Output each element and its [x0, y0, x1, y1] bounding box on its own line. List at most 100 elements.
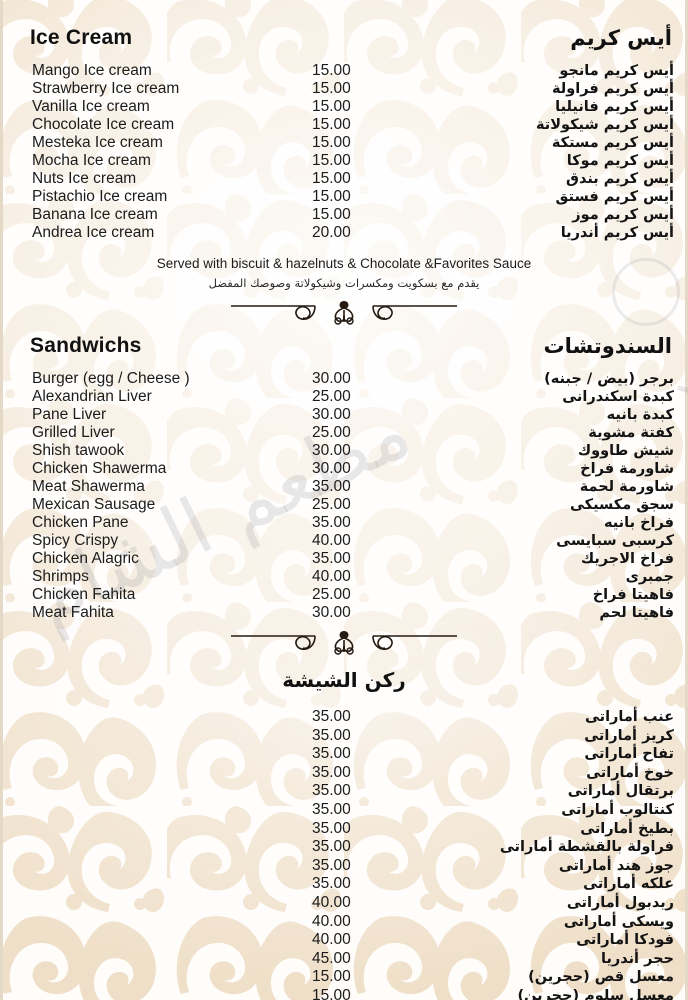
- sandwichs-title-en: Sandwichs: [30, 334, 142, 357]
- item-price: 40.00: [312, 912, 351, 930]
- item-name-ar: خوخ أماراتى: [586, 764, 674, 781]
- item-name-ar: فاهيتا فراخ: [592, 587, 674, 603]
- menu-item-row[interactable]: Chicken Fahita 25.00 فاهيتا فراخ: [0, 586, 688, 604]
- menu-item-row[interactable]: 35.00 كريز أماراتى: [0, 727, 688, 746]
- menu-item-row[interactable]: Burger (egg / Cheese ) 30.00 برجر (بيض /…: [0, 370, 688, 388]
- menu-item-row[interactable]: 35.00 برتقال أماراتى: [0, 782, 688, 801]
- item-name-ar: أيس كريم موز: [572, 207, 674, 223]
- item-price: 15.00: [312, 62, 351, 79]
- menu-item-row[interactable]: Chocolate Ice cream 15.00 أيس كريم شيكول…: [0, 116, 688, 134]
- sandwichs-items: Burger (egg / Cheese ) 30.00 برجر (بيض /…: [0, 370, 688, 622]
- shisha-items: 35.00 عنب أماراتى 35.00 كريز أماراتى 35.…: [0, 708, 688, 1000]
- item-name-en: Pistachio Ice cream: [32, 188, 168, 205]
- item-name-ar: كريز أماراتى: [584, 727, 674, 744]
- item-name-en: Banana Ice cream: [32, 206, 158, 223]
- item-price: 35.00: [312, 782, 351, 800]
- flourish-ornament-icon: [231, 631, 457, 655]
- menu-item-row[interactable]: 35.00 بطيخ أماراتى: [0, 820, 688, 839]
- item-name-ar: سجق مكسيكى: [569, 497, 674, 513]
- menu-item-row[interactable]: Vanilla Ice cream 15.00 أيس كريم فانيليا: [0, 98, 688, 116]
- item-name-ar: فراخ الاجريك: [580, 551, 674, 567]
- menu-item-row[interactable]: 35.00 تفاح أماراتى: [0, 745, 688, 764]
- item-name-ar: ويسكى أماراتى: [563, 913, 674, 930]
- item-name-en: Meat Fahita: [32, 604, 114, 621]
- item-price: 35.00: [312, 478, 351, 495]
- menu-item-row[interactable]: Pistachio Ice cream 15.00 أيس كريم فستق: [0, 188, 688, 206]
- menu-item-row[interactable]: 45.00 حجر أندريا: [0, 950, 688, 969]
- item-price: 40.00: [312, 532, 351, 549]
- menu-item-row[interactable]: 35.00 جوز هند أماراتى: [0, 857, 688, 876]
- item-name-ar: أيس كريم فانيليا: [555, 99, 674, 115]
- section-shisha: ركن الشيشة 35.00 عنب أماراتى 35.00 كريز …: [0, 656, 688, 1000]
- item-name-ar: فاهيتا لحم: [599, 605, 674, 621]
- menu-item-row[interactable]: Nuts Ice cream 15.00 أيس كريم بندق: [0, 170, 688, 188]
- item-name-en: Chicken Shawerma: [32, 460, 167, 477]
- item-price: 30.00: [312, 370, 351, 387]
- menu-item-row[interactable]: 40.00 ريدبول أماراتى: [0, 894, 688, 913]
- section-sandwichs: Sandwichs السندوتشات Burger (egg / Chees…: [0, 326, 688, 656]
- item-price: 25.00: [312, 388, 351, 405]
- item-price: 30.00: [312, 406, 351, 423]
- menu-item-row[interactable]: Alexandrian Liver 25.00 كبدة اسكندرانى: [0, 388, 688, 406]
- item-name-ar: أيس كريم فراولة: [551, 81, 674, 97]
- menu-item-row[interactable]: 35.00 عنب أماراتى: [0, 708, 688, 727]
- item-name-ar: كنتالوب أماراتى: [561, 801, 674, 818]
- menu-item-row[interactable]: 35.00 علكه أماراتى: [0, 875, 688, 894]
- menu-item-row[interactable]: Shish tawook 30.00 شيش طاووك: [0, 442, 688, 460]
- item-price: 35.00: [312, 745, 351, 763]
- item-name-en: Mesteka Ice cream: [32, 134, 163, 151]
- item-price: 35.00: [312, 819, 351, 837]
- item-name-ar: حجر أندريا: [601, 950, 674, 967]
- menu-item-row[interactable]: 35.00 فراولة بالقشطة أماراتى: [0, 838, 688, 857]
- menu-item-row[interactable]: Strawberry Ice cream 15.00 أيس كريم فراو…: [0, 80, 688, 98]
- item-name-ar: شاورمة فراخ: [580, 461, 674, 477]
- menu-item-row[interactable]: 40.00 ويسكى أماراتى: [0, 913, 688, 932]
- menu-item-row[interactable]: Spicy Crispy 40.00 كرسبى سبايسى: [0, 532, 688, 550]
- item-name-ar: فراولة بالقشطة أماراتى: [499, 839, 674, 856]
- ice-cream-title-en: Ice Cream: [30, 26, 133, 49]
- item-price: 15.00: [312, 170, 351, 187]
- item-name-en: Chicken Pane: [32, 514, 129, 531]
- menu-item-row[interactable]: 35.00 خوخ أماراتى: [0, 764, 688, 783]
- menu-item-row[interactable]: Mesteka Ice cream 15.00 أيس كريم مستكة: [0, 134, 688, 152]
- menu-item-row[interactable]: 15.00 معسل قص (حجرين): [0, 968, 688, 987]
- menu-item-row[interactable]: Pane Liver 30.00 كبدة بانيه: [0, 406, 688, 424]
- menu-item-row[interactable]: Meat Fahita 30.00 فاهيتا لحم: [0, 604, 688, 622]
- menu-item-row[interactable]: Chicken Alagric 35.00 فراخ الاجريك: [0, 550, 688, 568]
- menu-item-row[interactable]: 35.00 كنتالوب أماراتى: [0, 801, 688, 820]
- item-name-ar: فراخ بانيه: [603, 515, 674, 531]
- item-price: 35.00: [312, 763, 351, 781]
- item-name-en: Chocolate Ice cream: [32, 116, 175, 133]
- shisha-title-ar: ركن الشيشة: [282, 668, 406, 692]
- item-name-ar: أيس كريم بندق: [566, 171, 674, 187]
- item-name-en: Chicken Alagric: [32, 550, 139, 567]
- menu-item-row[interactable]: Grilled Liver 25.00 كفتة مشوية: [0, 424, 688, 442]
- item-price: 15.00: [312, 134, 351, 151]
- item-price: 15.00: [312, 206, 351, 223]
- item-price: 15.00: [312, 188, 351, 205]
- menu-item-row[interactable]: 15.00 معسل سلوم (حجرين): [0, 987, 688, 1000]
- menu-item-row[interactable]: Mocha Ice cream 15.00 أيس كريم موكا: [0, 152, 688, 170]
- flourish-ornament-icon: [231, 301, 457, 325]
- menu-item-row[interactable]: Banana Ice cream 15.00 أيس كريم موز: [0, 206, 688, 224]
- item-name-en: Andrea Ice cream: [32, 224, 155, 241]
- item-price: 35.00: [312, 856, 351, 874]
- item-name-ar: أيس كريم شيكولاتة: [535, 117, 674, 133]
- menu-item-row[interactable]: Andrea Ice cream 20.00 أيس كريم أندريا: [0, 224, 688, 242]
- item-name-en: Spicy Crispy: [32, 532, 119, 549]
- item-price: 35.00: [312, 550, 351, 567]
- item-price: 15.00: [312, 986, 351, 1000]
- item-name-en: Alexandrian Liver: [32, 388, 152, 405]
- menu-item-row[interactable]: Mexican Sausage 25.00 سجق مكسيكى: [0, 496, 688, 514]
- item-price: 25.00: [312, 586, 351, 603]
- menu-item-row[interactable]: Meat Shawerma 35.00 شاورمة لحمة: [0, 478, 688, 496]
- item-name-en: Shrimps: [32, 568, 89, 585]
- item-price: 30.00: [312, 442, 351, 459]
- item-name-ar: بطيخ أماراتى: [580, 820, 674, 837]
- menu-item-row[interactable]: Mango Ice cream 15.00 أيس كريم مانجو: [0, 62, 688, 80]
- menu-item-row[interactable]: Chicken Shawerma 30.00 شاورمة فراخ: [0, 460, 688, 478]
- menu-item-row[interactable]: 40.00 فودكا أماراتى: [0, 931, 688, 950]
- menu-item-row[interactable]: Chicken Pane 35.00 فراخ بانيه: [0, 514, 688, 532]
- menu-item-row[interactable]: Shrimps 40.00 جمبرى: [0, 568, 688, 586]
